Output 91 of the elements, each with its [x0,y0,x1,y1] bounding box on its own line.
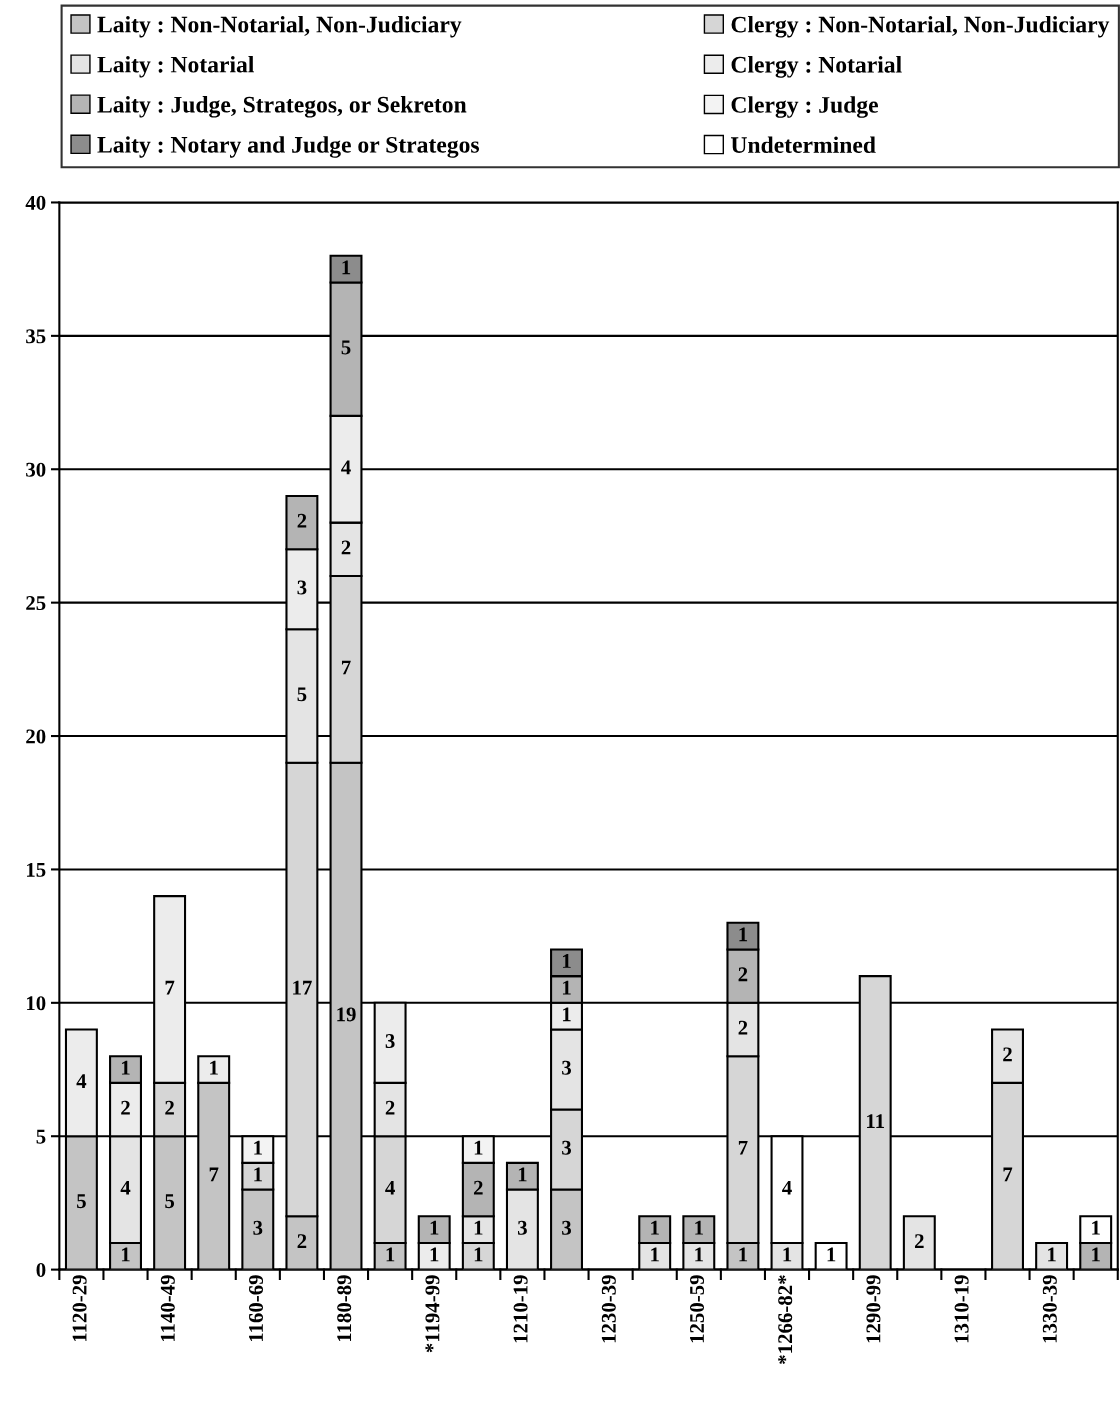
y-tick-label: 35 [26,329,46,344]
data-label: 1 [254,1167,262,1182]
x-tick-label: 1330-39 [1042,1275,1057,1343]
legend-label: Laity : Non-Notarial, Non-Judiciary [97,15,462,38]
x-tick-label: 1290-99 [866,1275,881,1343]
data-label: 5 [77,1194,86,1209]
data-label: 1 [562,1007,571,1022]
x-tick-label: 1140-49 [160,1275,175,1342]
data-label: 2 [385,1100,395,1115]
x-tick-label: 1160-69 [248,1275,264,1342]
data-label: 1 [562,980,571,995]
data-label: 7 [738,1140,748,1155]
data-label: 1 [1092,1220,1100,1235]
y-tick-label: 5 [36,1129,46,1144]
legend-label: Clergy : Non-Notarial, Non-Judiciary [731,15,1110,38]
data-label: 1 [430,1247,439,1262]
x-tick-label: 1230-39 [601,1275,616,1343]
data-label: 1 [695,1247,703,1262]
data-label: 4 [76,1074,87,1088]
data-label: 2 [1003,1047,1012,1062]
legend-label: Clergy : Notarial [731,56,902,78]
legend-label: Laity : Notary and Judge or Strategos [97,136,480,158]
y-tick-label: 30 [26,462,46,477]
data-label: 1 [1092,1247,1100,1262]
legend-label: Undetermined [730,136,876,154]
data-label: 1 [342,260,351,275]
data-label: 1 [121,1247,130,1262]
x-tick-label: *1266-82* [778,1275,793,1364]
data-label: 3 [562,1140,572,1155]
data-label: 2 [738,1020,748,1035]
data-label: 7 [1003,1167,1013,1182]
data-label: 2 [914,1234,924,1248]
x-tick-label: *1194-99 [425,1275,440,1353]
y-tick-label: 25 [26,596,46,611]
data-label: 1 [518,1167,527,1182]
data-label: 4 [385,1180,395,1195]
data-label: 19 [337,1007,356,1022]
legend-label: Clergy : Judge [731,96,878,118]
data-label: 1 [474,1220,483,1235]
data-label: 1 [386,1247,395,1262]
data-label: 4 [782,1180,792,1195]
x-tick-label: 1250-59 [689,1275,705,1343]
data-label: 17 [293,980,312,995]
data-label: 1 [474,1247,483,1262]
x-tick-label: 1120-29 [72,1275,87,1342]
data-label: 5 [165,1194,175,1209]
data-label: 4 [120,1180,131,1195]
legend-label: Laity : Judge, Strategos, or Sekreton [97,96,467,118]
data-label: 1 [210,1060,218,1075]
x-tick-label: 1210-19 [513,1275,528,1343]
data-label: 1 [474,1140,483,1155]
data-label: 1 [1048,1247,1056,1262]
data-label: 3 [517,1220,527,1235]
data-label: 3 [385,1034,395,1049]
data-label: 3 [562,1060,572,1075]
data-label: 5 [341,340,351,355]
data-label: 1 [651,1220,659,1235]
legend-label: Laity : Notarial [97,55,254,78]
data-label: 2 [341,540,351,555]
data-label: 1 [121,1060,130,1075]
y-tick-label: 20 [26,729,46,744]
data-label: 1 [783,1247,792,1262]
data-label: 1 [430,1220,439,1235]
data-label: 1 [562,954,571,968]
data-label: 3 [253,1220,263,1235]
data-label: 3 [297,580,307,595]
data-label: 7 [165,980,175,995]
data-label: 1 [827,1247,836,1262]
y-tick-label: 0 [36,1262,46,1278]
data-label: 2 [297,1234,307,1248]
data-label: 1 [254,1140,262,1155]
data-label: 7 [209,1167,219,1182]
data-label: 4 [341,460,351,475]
data-label: 3 [562,1220,572,1235]
data-label: 2 [473,1180,483,1195]
data-label: 1 [739,1247,748,1262]
data-label: 2 [165,1100,174,1115]
x-tick-label: 1310-19 [954,1275,969,1343]
data-label: 2 [121,1100,130,1115]
data-label: 5 [297,687,307,702]
data-label: 1 [695,1220,703,1235]
data-label: 2 [738,967,748,982]
data-label: 1 [651,1247,659,1262]
data-label: 2 [297,513,307,528]
x-tick-label: 1180-89 [337,1275,352,1342]
data-label: 11 [867,1114,884,1128]
y-tick-label: 15 [27,862,46,877]
data-label: 1 [739,927,748,942]
y-tick-label: 40 [25,195,46,210]
y-tick-label: 10 [27,996,46,1011]
data-label: 7 [341,660,351,675]
